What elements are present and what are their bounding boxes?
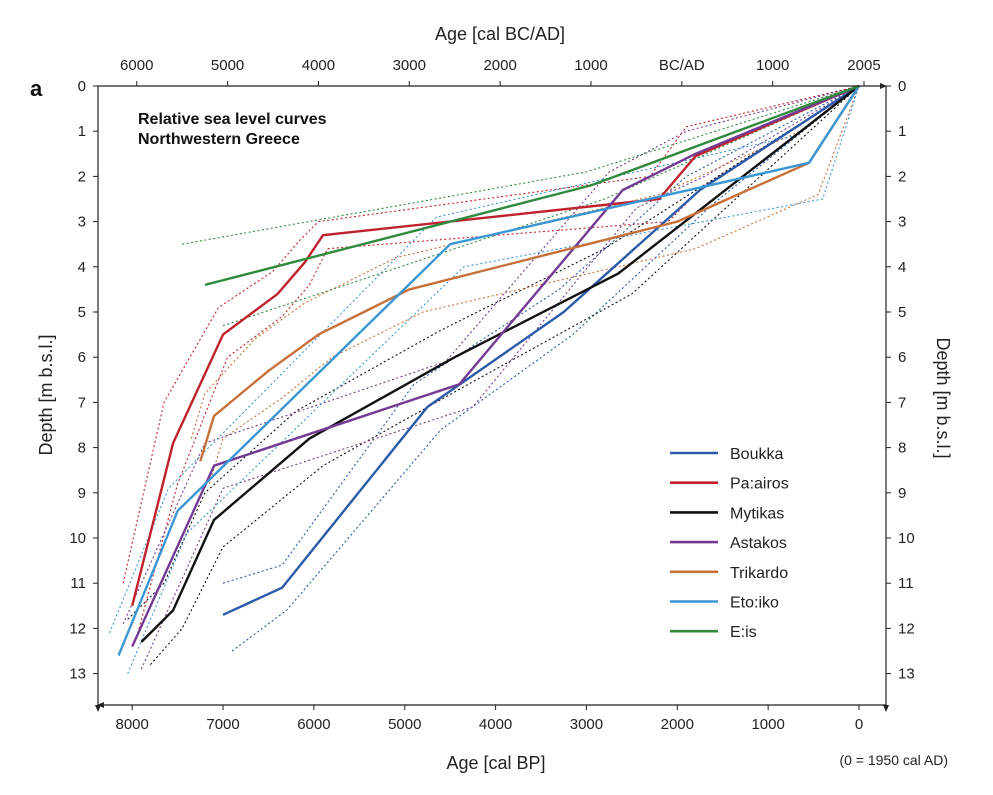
- uncertainty-lower-mytikas: [149, 85, 860, 665]
- legend-label: Pa:airos: [730, 476, 789, 493]
- y-tick-label-left: 9: [78, 485, 86, 502]
- y-tick-label-left: 1: [78, 123, 86, 140]
- y-tick-label-right: 8: [898, 440, 906, 457]
- age-reference-footnote: (0 = 1950 cal AD): [839, 752, 948, 768]
- series-line-etoiko: [117, 85, 861, 656]
- y-tick-label-left: 11: [70, 575, 86, 592]
- y-tick-label-right: 10: [898, 530, 915, 547]
- uncertainty-upper-astakos: [122, 85, 860, 625]
- legend-label: Astakos: [730, 535, 787, 552]
- y-tick-label-left: 0: [78, 78, 86, 95]
- x-tick-label-bottom: 8000: [116, 716, 149, 733]
- y-tick-label-right: 12: [898, 620, 915, 637]
- chart-title-line-1: Relative sea level curves: [138, 111, 327, 128]
- y-tick-label-right: 9: [898, 485, 906, 502]
- y-axis-left-arrow: [95, 705, 101, 712]
- y-tick-label-left: 3: [78, 214, 86, 231]
- x-tick-label-bottom: 3000: [570, 716, 603, 733]
- series-line-astakos: [131, 84, 860, 647]
- x-tick-label-bottom: 5000: [388, 716, 421, 733]
- legend: Boukka Pa:airos Mytikas Astakos Trikardo Eto:…: [670, 446, 789, 641]
- legend-label: Trikardo: [730, 565, 788, 582]
- y-tick-label-right: 0: [898, 78, 906, 95]
- y-tick-label-right: 3: [898, 214, 906, 231]
- uncertainty-upper-mytikas: [127, 85, 860, 620]
- x-axis-top-arrow: [880, 83, 887, 89]
- y-axis-right-arrow: [883, 705, 889, 712]
- series-line-mytikas: [140, 85, 860, 643]
- y-tick-label-right: 2: [898, 168, 906, 185]
- legend-label: Mytikas: [730, 505, 784, 522]
- y-tick-label-left: 5: [78, 304, 86, 321]
- x-tick-label-top: BC/AD: [659, 57, 705, 74]
- y-tick-label-left: 12: [69, 620, 86, 637]
- uncertainty-lower-boukka: [231, 85, 860, 652]
- y-tick-label-right: 11: [898, 575, 914, 592]
- y-tick-label-right: 5: [898, 304, 906, 321]
- y-axis-title-left: Depth [m b.s.l.]: [36, 334, 56, 455]
- x-tick-label-top: 5000: [211, 57, 244, 74]
- x-tick-label-top: 4000: [302, 57, 335, 74]
- x-axis-title-bottom: Age [cal BP]: [446, 753, 545, 773]
- panel-letter: a: [30, 76, 43, 101]
- legend-label: E:is: [730, 624, 757, 641]
- uncertainty-lower-astakos: [140, 85, 860, 670]
- sea-level-curves: [117, 84, 861, 656]
- y-tick-label-right: 4: [898, 259, 906, 276]
- x-tick-label-top: 2000: [483, 57, 516, 74]
- x-tick-label-bottom: 7000: [206, 716, 239, 733]
- legend-label: Boukka: [730, 446, 783, 463]
- y-tick-label-left: 4: [78, 259, 86, 276]
- chart-title-line-2: Northwestern Greece: [138, 131, 300, 148]
- y-tick-label-left: 7: [78, 394, 86, 411]
- y-tick-label-left: 8: [78, 440, 86, 457]
- uncertainty-lower-etoiko: [127, 85, 860, 674]
- uncertainty-lower-trikardo: [208, 85, 860, 484]
- x-tick-label-bottom: 6000: [297, 716, 330, 733]
- y-tick-label-left: 13: [69, 666, 86, 683]
- x-tick-label-top: 2005: [847, 57, 880, 74]
- x-tick-label-top: 1000: [574, 57, 607, 74]
- series-line-trikardo: [199, 85, 861, 462]
- legend-label: Eto:iko: [730, 595, 779, 612]
- y-tick-label-left: 2: [78, 168, 86, 185]
- x-tick-label-top: 1000: [756, 57, 789, 74]
- series-line-paairos: [131, 84, 860, 607]
- x-tick-label-top: 3000: [393, 57, 426, 74]
- uncertainty-lower-eis: [222, 85, 860, 327]
- x-tick-label-bottom: 0: [855, 716, 863, 733]
- series-line-eis: [204, 84, 860, 287]
- uncertainty-upper-eis: [182, 85, 860, 245]
- x-tick-label-bottom: 4000: [479, 716, 512, 733]
- y-tick-label-right: 7: [898, 394, 906, 411]
- uncertainty-upper-boukka: [222, 85, 860, 584]
- y-tick-label-right: 1: [898, 123, 906, 140]
- x-axis-title-top: Age [cal BC/AD]: [435, 24, 565, 44]
- y-tick-label-left: 10: [69, 530, 86, 547]
- uncertainty-upper-trikardo: [190, 85, 860, 439]
- y-tick-label-left: 6: [78, 349, 86, 366]
- series-line-boukka: [222, 84, 860, 616]
- uncertainty-upper-paairos: [122, 85, 860, 584]
- x-tick-label-top: 6000: [120, 57, 153, 74]
- y-axis-title-right: Depth [m b.s.l.]: [933, 337, 953, 458]
- y-tick-label-right: 6: [898, 349, 906, 366]
- x-tick-label-bottom: 2000: [661, 716, 694, 733]
- y-tick-label-right: 13: [898, 666, 915, 683]
- uncertainty-lower-paairos: [136, 85, 860, 638]
- x-tick-label-bottom: 1000: [751, 716, 784, 733]
